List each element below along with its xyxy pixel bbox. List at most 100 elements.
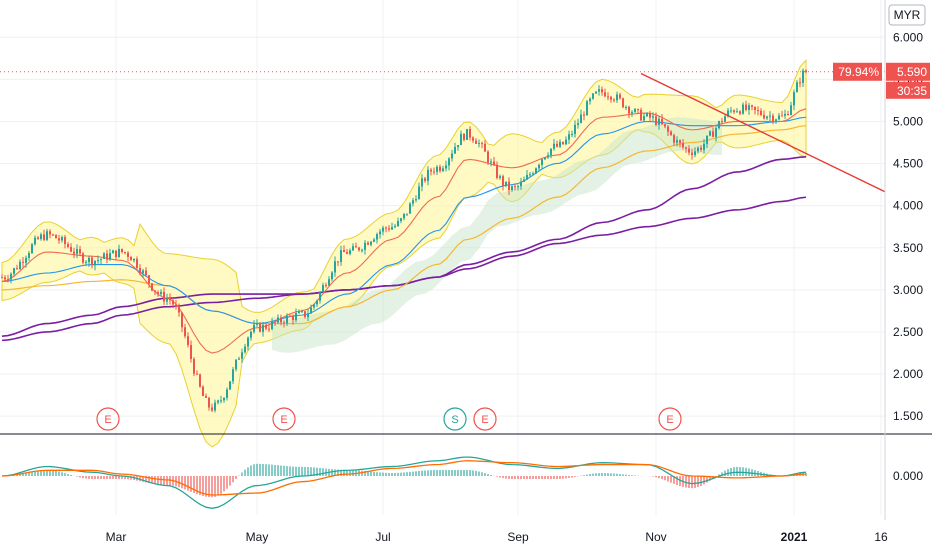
candle-body[interactable] xyxy=(415,199,417,201)
candle-body[interactable] xyxy=(310,307,312,314)
candle-body[interactable] xyxy=(733,110,735,113)
candle-body[interactable] xyxy=(682,143,684,148)
candle-body[interactable] xyxy=(760,110,762,115)
candle-body[interactable] xyxy=(583,114,585,116)
candle-body[interactable] xyxy=(589,98,591,102)
candle-body[interactable] xyxy=(289,315,291,317)
candle-body[interactable] xyxy=(238,358,240,360)
candle-body[interactable] xyxy=(31,244,33,254)
candle-body[interactable] xyxy=(541,159,543,165)
candle-body[interactable] xyxy=(292,316,294,321)
candle-body[interactable] xyxy=(586,101,588,116)
candle-body[interactable] xyxy=(772,115,774,122)
candle-body[interactable] xyxy=(763,114,765,119)
candle-body[interactable] xyxy=(286,315,288,324)
candle-body[interactable] xyxy=(442,168,444,171)
candle-body[interactable] xyxy=(643,116,645,121)
candle-body[interactable] xyxy=(244,346,246,353)
candle-body[interactable] xyxy=(202,386,204,397)
candle-body[interactable] xyxy=(454,146,456,154)
candle-body[interactable] xyxy=(229,381,231,390)
candle-body[interactable] xyxy=(115,250,117,258)
candle-body[interactable] xyxy=(316,300,318,305)
candle-body[interactable] xyxy=(208,397,210,408)
earnings-marker[interactable] xyxy=(658,407,682,431)
candle-body[interactable] xyxy=(385,227,387,229)
candle-body[interactable] xyxy=(595,91,597,94)
candle-body[interactable] xyxy=(298,311,300,314)
candle-body[interactable] xyxy=(565,139,567,145)
candle-body[interactable] xyxy=(76,249,78,254)
candle-body[interactable] xyxy=(514,186,516,188)
candle-body[interactable] xyxy=(505,181,507,186)
candle-body[interactable] xyxy=(451,153,453,159)
candle-body[interactable] xyxy=(424,178,426,181)
candle-body[interactable] xyxy=(88,257,90,263)
candle-body[interactable] xyxy=(295,313,297,321)
candle-body[interactable] xyxy=(160,291,162,295)
candle-body[interactable] xyxy=(718,121,720,129)
candle-body[interactable] xyxy=(193,359,195,374)
candle-body[interactable] xyxy=(331,272,333,280)
candle-body[interactable] xyxy=(220,400,222,402)
candle-body[interactable] xyxy=(163,291,165,302)
candle-body[interactable] xyxy=(781,115,783,117)
candle-body[interactable] xyxy=(664,124,666,127)
candle-body[interactable] xyxy=(694,151,696,155)
candle-body[interactable] xyxy=(142,270,144,274)
candle-body[interactable] xyxy=(403,213,405,219)
candle-body[interactable] xyxy=(130,256,132,261)
candle-body[interactable] xyxy=(25,257,27,263)
candle-body[interactable] xyxy=(58,238,60,241)
candle-body[interactable] xyxy=(388,228,390,230)
candle-body[interactable] xyxy=(499,176,501,178)
candle-body[interactable] xyxy=(517,186,519,188)
candle-body[interactable] xyxy=(124,252,126,254)
candle-body[interactable] xyxy=(448,158,450,166)
candle-body[interactable] xyxy=(70,246,72,252)
candle-body[interactable] xyxy=(166,298,168,302)
candle-body[interactable] xyxy=(1,277,3,279)
candle-body[interactable] xyxy=(211,407,213,411)
candle-body[interactable] xyxy=(361,249,363,251)
candle-body[interactable] xyxy=(649,112,651,118)
candle-body[interactable] xyxy=(358,247,360,251)
candle-body[interactable] xyxy=(394,225,396,228)
candle-body[interactable] xyxy=(37,237,39,240)
candle-body[interactable] xyxy=(493,161,495,165)
candle-body[interactable] xyxy=(757,110,759,112)
candle-body[interactable] xyxy=(745,104,747,110)
candle-body[interactable] xyxy=(82,253,84,263)
candle-body[interactable] xyxy=(196,373,198,375)
candle-body[interactable] xyxy=(4,277,6,280)
candle-body[interactable] xyxy=(34,237,36,245)
candle-body[interactable] xyxy=(73,251,75,254)
candle-body[interactable] xyxy=(469,129,471,138)
candle-body[interactable] xyxy=(481,143,483,145)
earnings-marker[interactable] xyxy=(96,407,120,431)
candle-body[interactable] xyxy=(133,258,135,261)
candle-body[interactable] xyxy=(406,213,408,215)
candle-body[interactable] xyxy=(532,173,534,175)
candle-body[interactable] xyxy=(475,140,477,144)
candle-body[interactable] xyxy=(241,352,243,359)
candle-body[interactable] xyxy=(373,239,375,242)
candle-body[interactable] xyxy=(742,104,744,114)
candle-body[interactable] xyxy=(793,92,795,106)
candle-body[interactable] xyxy=(175,304,177,307)
candle-body[interactable] xyxy=(409,203,411,214)
candle-body[interactable] xyxy=(52,234,54,236)
candle-body[interactable] xyxy=(436,166,438,172)
candle-body[interactable] xyxy=(217,400,219,403)
candle-body[interactable] xyxy=(670,131,672,136)
candle-body[interactable] xyxy=(277,317,279,323)
candle-body[interactable] xyxy=(118,248,120,258)
candle-body[interactable] xyxy=(799,82,801,84)
candle-body[interactable] xyxy=(40,234,42,240)
candle-body[interactable] xyxy=(673,135,675,143)
candle-body[interactable] xyxy=(184,327,186,337)
candle-body[interactable] xyxy=(136,258,138,268)
candle-body[interactable] xyxy=(523,179,525,182)
